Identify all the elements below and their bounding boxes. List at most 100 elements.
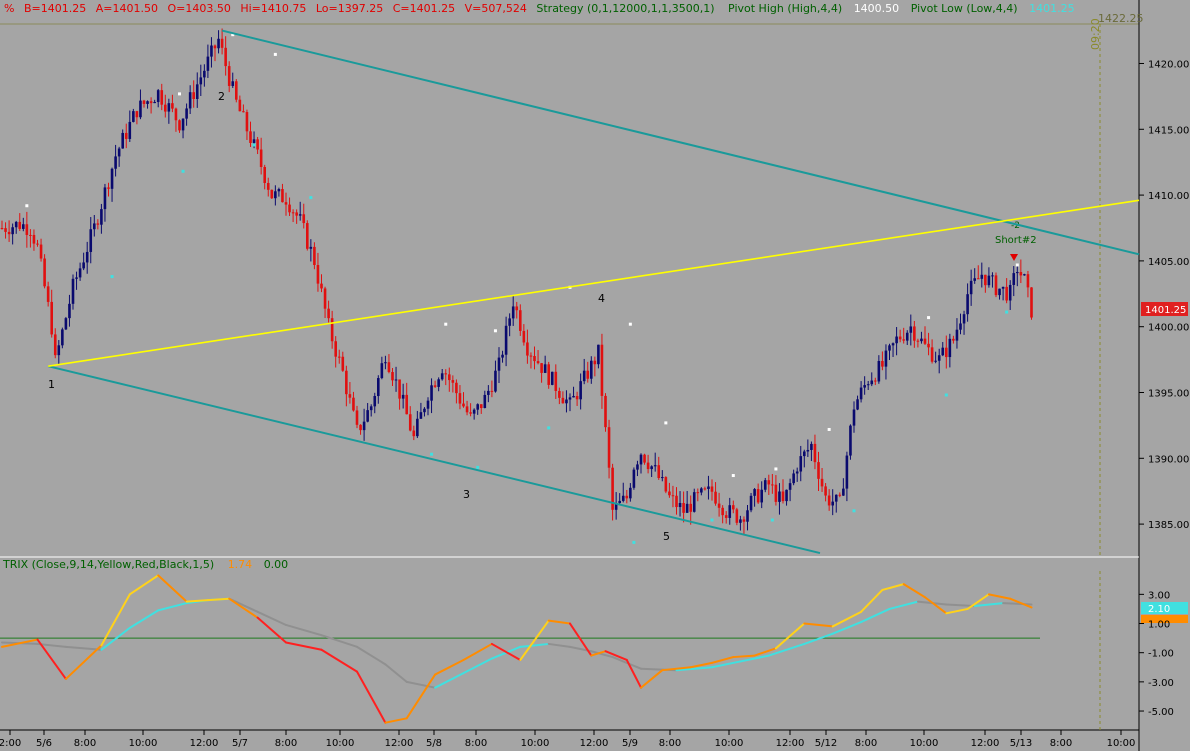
candle-body <box>682 503 685 513</box>
trix-line <box>1 638 39 648</box>
candle-body <box>941 347 945 356</box>
candle-body <box>249 131 252 143</box>
candle-body <box>4 228 7 232</box>
pivot-low-dot <box>547 426 551 430</box>
header-item-7: V=507,524 <box>465 2 527 15</box>
candle-body <box>124 132 128 139</box>
candle-body <box>611 467 614 510</box>
pivot-low-dot <box>110 275 114 279</box>
candle-body <box>803 451 806 457</box>
candle-body <box>384 362 387 364</box>
candle-body <box>238 99 242 112</box>
candle-body <box>852 409 856 426</box>
candle-body <box>629 487 632 499</box>
candle-body <box>291 212 295 214</box>
candle-body <box>533 356 536 362</box>
candle-body <box>458 393 462 404</box>
candle-body <box>199 77 203 85</box>
trix-line <box>711 656 735 664</box>
trix-line <box>434 658 465 676</box>
candle-body <box>838 494 842 496</box>
trix-signal-line <box>519 642 550 648</box>
candle-body <box>586 370 590 379</box>
trix-line <box>625 658 642 689</box>
candle-body <box>405 394 408 415</box>
candle-body <box>913 326 916 341</box>
header-item-11: Pivot Low (Low,4,4) <box>911 2 1018 15</box>
candle-body <box>724 515 728 518</box>
candle-body <box>877 360 881 382</box>
trix-signal-line <box>256 610 287 626</box>
trix-signal-line <box>384 663 408 683</box>
candle-body <box>579 381 582 400</box>
candle-body <box>501 354 504 358</box>
candle-body <box>341 356 345 371</box>
candle-body <box>398 379 401 399</box>
candle-body <box>217 38 220 49</box>
trix-signal-line <box>320 634 358 648</box>
strategy-short-label: Short#2 <box>995 235 1037 246</box>
pivot-low-dot <box>430 452 434 456</box>
candle-body <box>998 288 1001 296</box>
candle-body <box>888 345 891 351</box>
trix-signal-line <box>434 672 465 689</box>
time-tick-label: 10:00 <box>326 738 355 749</box>
trix-signal-line <box>888 600 919 610</box>
candle-body <box>18 221 22 229</box>
candle-body <box>558 390 561 398</box>
trix-line <box>661 666 692 672</box>
pivot-low-dot <box>309 196 313 200</box>
candle-body <box>810 443 813 450</box>
candle-body <box>22 224 25 229</box>
candle-body <box>107 187 110 189</box>
candle-body <box>85 251 89 263</box>
candle-body <box>188 92 192 109</box>
candle-body <box>309 246 313 249</box>
top-price-label: 1422.25 <box>1098 12 1144 25</box>
candle-body <box>149 101 153 104</box>
candle-body <box>540 363 543 373</box>
candle-body <box>479 404 483 408</box>
candle-body <box>142 100 146 104</box>
candle-body <box>334 341 337 357</box>
candle-body <box>203 70 206 78</box>
candle-body <box>185 108 188 119</box>
candle-body <box>859 387 863 400</box>
candle-body <box>348 394 352 398</box>
candle-body <box>117 148 121 157</box>
wave-label-1: 1 <box>48 378 55 391</box>
time-tick-label: 8:00 <box>659 738 681 749</box>
wave-label-2: 2 <box>218 90 225 103</box>
candle-body <box>870 380 874 385</box>
candle-body <box>664 477 668 492</box>
candle-body <box>653 465 657 467</box>
candle-body <box>902 339 905 341</box>
trix-line <box>590 650 607 657</box>
candle-body <box>966 294 969 315</box>
candle-body <box>792 473 795 484</box>
candle-body <box>529 355 533 357</box>
candle-body <box>487 390 490 395</box>
trix-line <box>831 610 863 628</box>
time-marker-label: 09:20 <box>1089 18 1102 50</box>
candle-body <box>192 92 195 99</box>
pivot-low-dot <box>1005 310 1009 314</box>
price-tick-label: 1420.00 <box>1148 59 1189 70</box>
time-tick-label: 10:00 <box>521 738 550 749</box>
candle-body <box>646 462 650 470</box>
candle-body <box>401 394 405 399</box>
candle-body <box>195 84 199 99</box>
candle-body <box>891 343 895 346</box>
candle-body <box>295 212 298 216</box>
time-tick-label: 12:00 <box>190 738 219 749</box>
candle-body <box>717 503 721 508</box>
price-tick-label: 1395.00 <box>1148 388 1189 399</box>
candle-body <box>884 350 888 367</box>
candle-body <box>863 385 866 388</box>
candle-body <box>469 412 472 414</box>
candle-body <box>391 372 394 381</box>
trix-signal-line <box>547 642 571 648</box>
candle-body <box>1023 274 1026 276</box>
trix-line <box>881 583 905 591</box>
candle-body <box>412 430 416 437</box>
